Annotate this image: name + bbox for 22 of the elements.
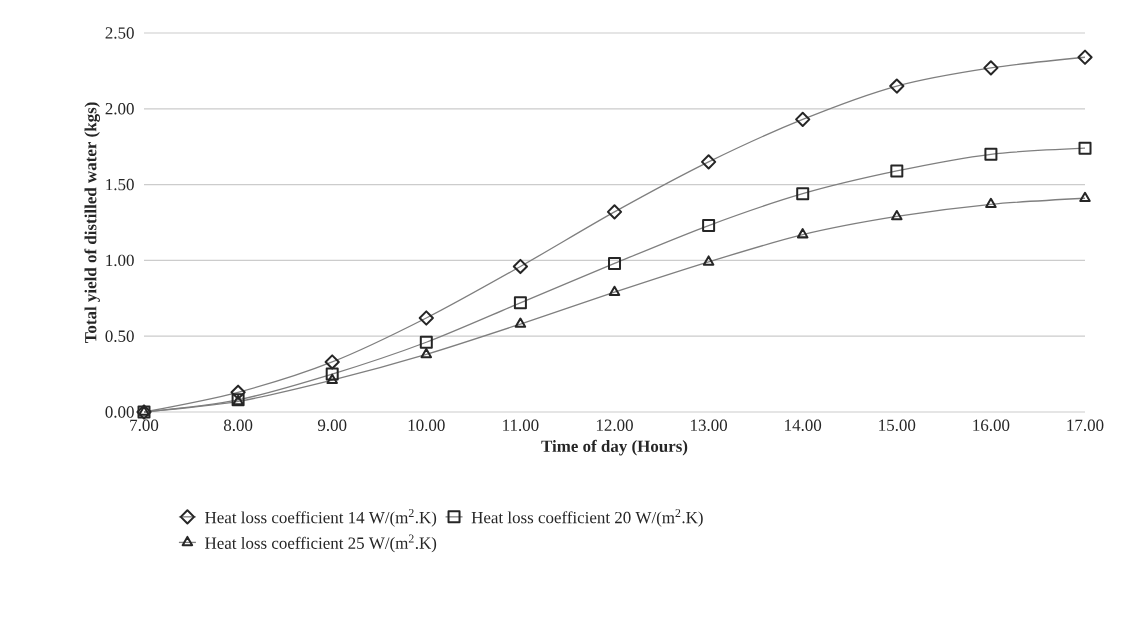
x-tick-label: 13.00 bbox=[691, 419, 728, 432]
x-tick-label: 12.00 bbox=[596, 419, 633, 432]
legend-label: Heat loss coefficient 20 W/(m$^{2}$.K) bbox=[471, 509, 703, 527]
x-tick-label: 7.00 bbox=[130, 419, 159, 432]
y-tick-label: 0.50 bbox=[105, 330, 134, 342]
y-tick-label: 2.00 bbox=[105, 103, 134, 115]
legend-label: Heat loss coefficient 14 W/(m$^{2}$.K) bbox=[205, 509, 437, 527]
y-tick-label: 2.50 bbox=[105, 27, 134, 39]
y-axis-title: Total yield of distilled water (kgs) bbox=[84, 102, 100, 344]
x-tick-label: 11.00 bbox=[503, 419, 539, 432]
x-tick-label: 10.00 bbox=[408, 419, 445, 432]
x-tick-label: 16.00 bbox=[973, 419, 1010, 432]
legend-label: Heat loss coefficient 25 W/(m$^{2}$.K) bbox=[205, 534, 437, 553]
x-tick-label: 15.00 bbox=[879, 419, 916, 432]
x-tick-label: 14.00 bbox=[785, 419, 822, 432]
x-tick-label: 17.00 bbox=[1067, 419, 1104, 432]
x-tick-label: 8.00 bbox=[223, 419, 253, 432]
x-axis-title: Time of day (Hours) bbox=[541, 439, 688, 456]
y-tick-label: 1.50 bbox=[106, 178, 134, 191]
y-tick-label: 0.00 bbox=[105, 406, 134, 418]
x-tick-label: 9.00 bbox=[317, 419, 347, 432]
y-tick-label: 1.00 bbox=[106, 254, 134, 267]
